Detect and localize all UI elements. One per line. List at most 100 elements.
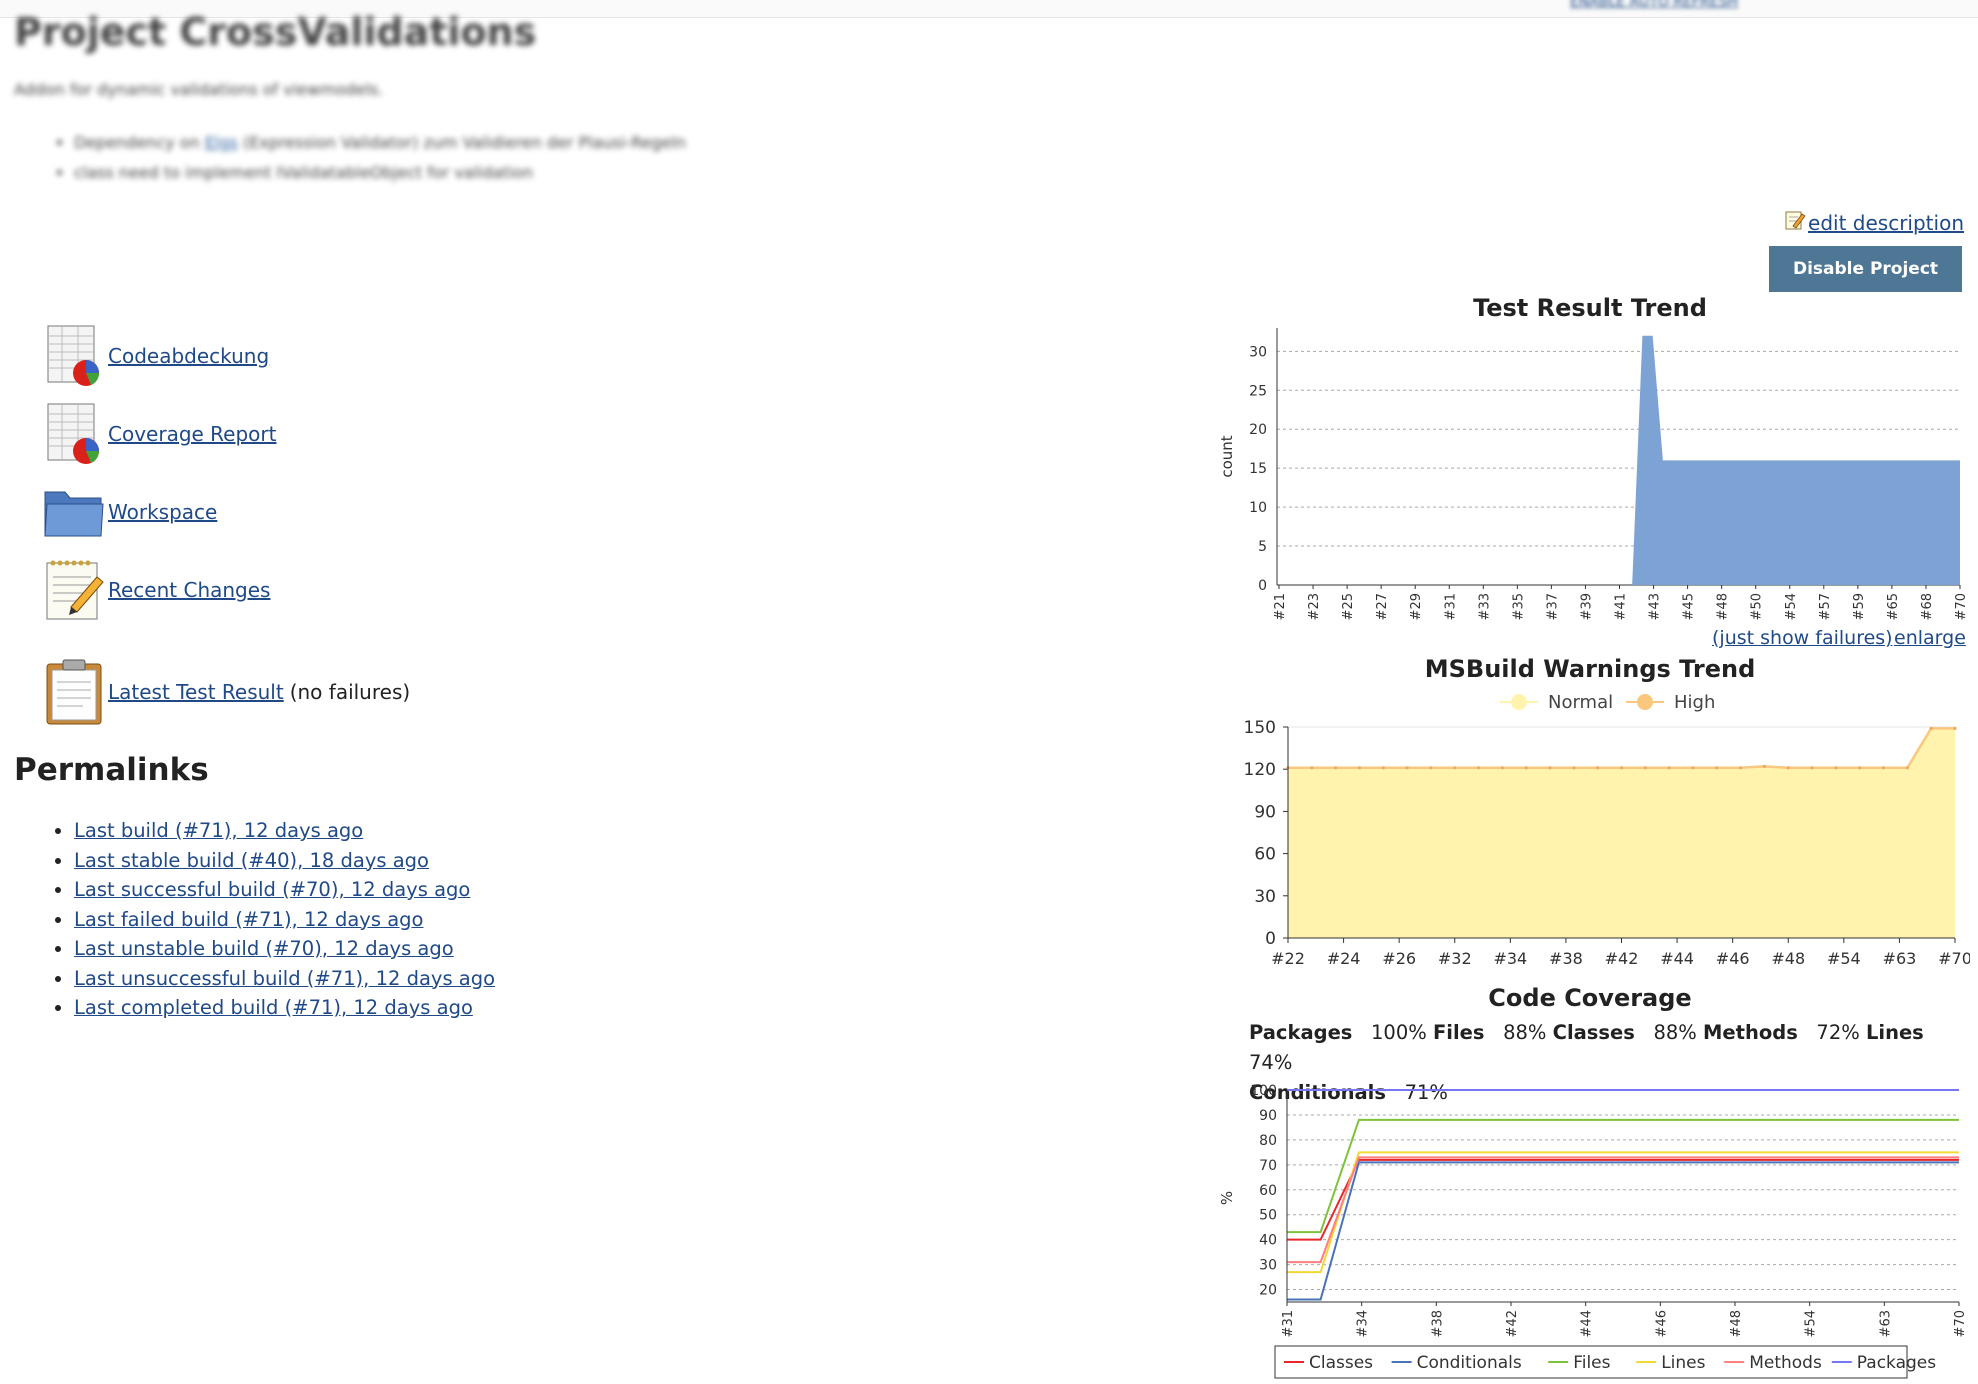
task-latest-test-result[interactable]: Latest Test Result (no failures) [43, 658, 410, 726]
top-bar [0, 0, 1978, 18]
elgs-link[interactable]: Elgs [204, 133, 238, 152]
x-tick-label: #27 [1375, 593, 1390, 620]
legend-label: Conditionals [1417, 1353, 1522, 1373]
normal-warnings-area [1288, 728, 1955, 938]
x-tick-label: #44 [1660, 949, 1694, 968]
permalink-last-completed-build[interactable]: Last completed build (#71), 12 days ago [74, 996, 473, 1019]
x-tick-label: #44 [1580, 1310, 1595, 1337]
legend-label: High [1674, 692, 1715, 713]
data-point [1524, 766, 1528, 770]
task-label[interactable]: Latest Test Result [108, 680, 284, 704]
data-point [1715, 766, 1719, 770]
page-title: Project CrossValidations [14, 10, 537, 54]
test-result-status: (no failures) [289, 680, 411, 704]
x-tick-label: #23 [1307, 593, 1322, 620]
permalink-last-build[interactable]: Last build (#71), 12 days ago [74, 819, 364, 842]
data-point [1572, 766, 1576, 770]
y-tick-label: 90 [1254, 802, 1276, 822]
y-tick-label: 20 [1249, 422, 1267, 438]
x-tick-label: #29 [1409, 593, 1424, 620]
high-warnings-line [1288, 727, 1955, 770]
y-tick-label: 70 [1259, 1158, 1277, 1174]
permalink-item: Last failed build (#71), 12 days ago [74, 905, 495, 935]
x-tick-label: #34 [1356, 1310, 1371, 1337]
enlarge-link[interactable]: enlarge [1894, 627, 1966, 649]
x-tick-label: #70 [1953, 1310, 1968, 1337]
x-tick-label: #38 [1549, 949, 1583, 968]
y-tick-label: 15 [1249, 461, 1267, 477]
msbuild-warnings-title: MSBuild Warnings Trend [1424, 655, 1756, 683]
x-tick-label: #46 [1716, 949, 1750, 968]
x-tick-label: #50 [1750, 593, 1765, 620]
task-workspace[interactable]: Workspace [43, 478, 217, 546]
y-tick-label: 20 [1259, 1283, 1277, 1299]
y-tick-label: 10 [1249, 500, 1267, 516]
legend-label: Packages [1857, 1353, 1936, 1373]
y-tick-label: 150 [1244, 718, 1276, 738]
data-point [1762, 764, 1767, 768]
permalink-item: Last successful build (#70), 12 days ago [74, 875, 495, 905]
x-tick-label: #45 [1682, 593, 1697, 620]
permalinks-list: Last build (#71), 12 days ago Last stabl… [56, 816, 495, 1023]
permalink-item: Last completed build (#71), 12 days ago [74, 993, 495, 1023]
data-point [1905, 766, 1909, 770]
permalink-last-unstable-build[interactable]: Last unstable build (#70), 12 days ago [74, 937, 454, 960]
y-tick-label: 5 [1258, 539, 1267, 555]
data-point [1405, 766, 1409, 770]
x-tick-label: #59 [1852, 593, 1867, 620]
just-show-failures-link[interactable]: (just show failures) [1712, 627, 1893, 649]
legend-label: Normal [1548, 692, 1613, 713]
x-tick-label: #54 [1827, 949, 1861, 968]
coverage-report-icon [43, 322, 105, 390]
x-tick-label: #32 [1438, 949, 1472, 968]
x-tick-label: #43 [1648, 593, 1663, 620]
coverage-report-icon [43, 400, 105, 468]
x-tick-label: #54 [1804, 1310, 1819, 1337]
auto-refresh-link[interactable]: ENABLE AUTO REFRESH [1569, 0, 1738, 10]
task-label[interactable]: Workspace [108, 500, 218, 524]
code-coverage-chart[interactable]: 20 30 40 50 60 70 80 90 100% #31 #34 #38 #42 #44 #46 #4… [1210, 1080, 1970, 1384]
data-point [1381, 766, 1385, 770]
series-line-conditionals [1287, 1161, 1959, 1301]
data-point [1619, 766, 1624, 770]
edit-description-link[interactable]: edit description [1808, 210, 1964, 235]
y-tick-label: 80 [1259, 1133, 1277, 1149]
permalink-last-failed-build[interactable]: Last failed build (#71), 12 days ago [74, 907, 424, 931]
y-tick-label: 120 [1244, 760, 1276, 780]
data-point [1691, 766, 1695, 770]
edit-description[interactable]: edit description [1784, 209, 1964, 236]
permalink-last-unsuccessful-build[interactable]: Last unsuccessful build (#71), 12 days a… [74, 966, 496, 990]
x-tick-label: #37 [1545, 593, 1560, 620]
y-axis-label: % [1218, 1191, 1236, 1205]
task-label[interactable]: Codeabdeckung [108, 344, 270, 368]
task-label[interactable]: Coverage Report [108, 422, 277, 446]
x-tick-label: #31 [1281, 1310, 1296, 1337]
x-tick-label: #70 [1938, 949, 1970, 968]
data-point [1310, 766, 1314, 770]
series-line-methods [1287, 1156, 1959, 1264]
project-description: Addon for dynamic validations of viewmod… [14, 80, 384, 99]
data-point [1667, 766, 1671, 770]
y-tick-label: 60 [1254, 845, 1276, 865]
task-recent-changes[interactable]: Recent Changes [43, 556, 270, 624]
series-line-classes [1287, 1158, 1959, 1241]
x-tick-label: #54 [1784, 593, 1799, 620]
disable-project-button[interactable]: Disable Project [1769, 246, 1962, 292]
permalink-last-stable-build[interactable]: Last stable build (#40), 18 days ago [74, 848, 429, 872]
test-result-trend-chart[interactable]: 0 5 10 15 20 25 30 count #21 #23 #25 #27 #29 #31 #33 #3… [1210, 320, 1970, 630]
msbuild-warnings-chart[interactable]: Normal High 0 30 60 90 120 150 #22 #24 #26 #32 #34 #3… [1210, 684, 1970, 974]
y-tick-label: 0 [1265, 929, 1276, 949]
data-point [1643, 766, 1647, 770]
legend-label: Methods [1749, 1353, 1822, 1373]
y-tick-label: 30 [1259, 1258, 1277, 1274]
permalink-last-successful-build[interactable]: Last successful build (#70), 12 days ago [74, 878, 471, 901]
task-codeabdeckung[interactable]: Codeabdeckung [43, 322, 269, 390]
data-point [1858, 766, 1862, 770]
description-bullet: class need to implement IValidatableObje… [74, 158, 686, 188]
task-coverage-report[interactable]: Coverage Report [43, 400, 276, 468]
y-tick-label: 25 [1249, 383, 1267, 399]
x-tick-label: #25 [1341, 593, 1356, 620]
x-tick-label: #68 [1920, 593, 1935, 620]
task-label[interactable]: Recent Changes [108, 578, 271, 602]
x-tick-label: #70 [1954, 593, 1969, 620]
